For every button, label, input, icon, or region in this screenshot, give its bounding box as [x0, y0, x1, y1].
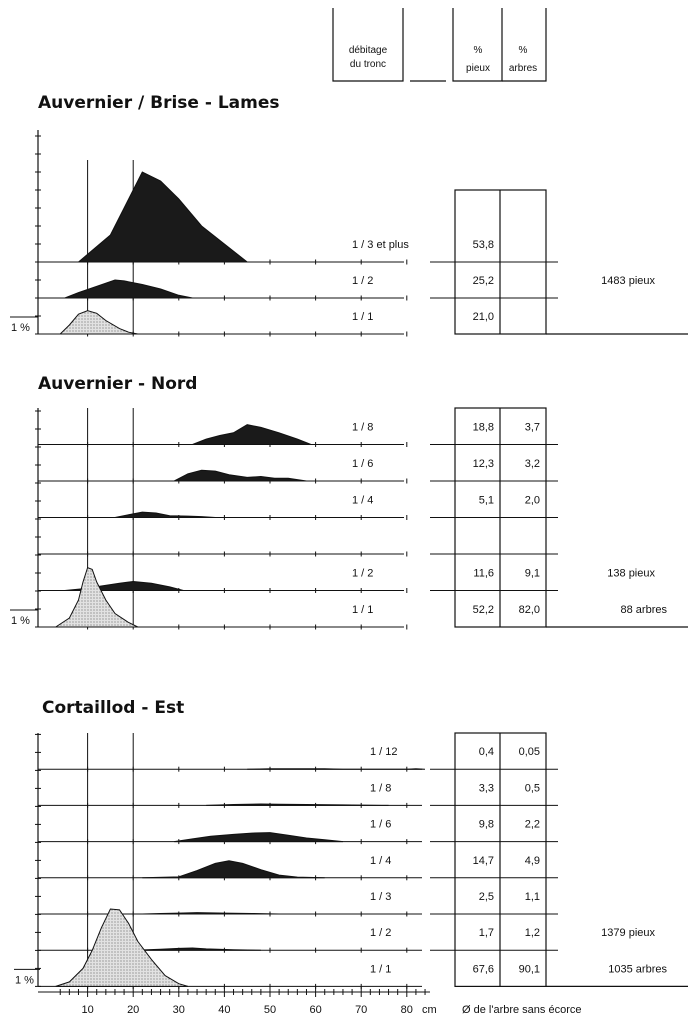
- pct-arbres: 3,7: [525, 422, 540, 434]
- pct-pieux: 21,0: [473, 311, 494, 323]
- panel-title-brise-lames: Auvernier / Brise - Lames: [38, 93, 280, 113]
- row-label: 1 / 6: [352, 458, 373, 470]
- x-tick-label: 60: [309, 1004, 321, 1016]
- distribution-curve: [133, 947, 261, 951]
- x-tick-label: 80: [401, 1004, 413, 1016]
- pct-arbres: 4,9: [525, 855, 540, 867]
- scale-label: 1 %: [15, 974, 34, 986]
- header-col1-line1: débitage: [349, 45, 388, 56]
- pct-pieux: 53,8: [473, 239, 494, 251]
- pct-arbres: 2,0: [525, 495, 540, 507]
- distribution-curve: [174, 832, 344, 843]
- distribution-curve: [247, 768, 426, 770]
- x-axis-unit: cm: [422, 1004, 437, 1016]
- row-label: 1 / 4: [352, 495, 373, 507]
- scale-label: 1 %: [11, 615, 30, 627]
- pct-arbres: 0,05: [519, 746, 540, 758]
- distribution-curve: [64, 279, 193, 299]
- row-label: 1 / 3 et plus: [352, 239, 409, 251]
- row-label: 1 / 3: [370, 891, 391, 903]
- distribution-curve: [58, 310, 138, 335]
- count-pieux: 1379 pieux: [601, 927, 655, 939]
- row-label: 1 / 6: [370, 819, 391, 831]
- pct-pieux: 5,1: [479, 495, 494, 507]
- pct-pieux: 18,8: [473, 422, 494, 434]
- pct-arbres: 90,1: [519, 963, 540, 975]
- x-tick-label: 40: [218, 1004, 230, 1016]
- row-label: 1 / 2: [352, 568, 373, 580]
- column-headers: [332, 8, 547, 82]
- panel-title-cortaillod-est: Cortaillod - Est: [42, 698, 184, 718]
- pct-arbres: 9,1: [525, 568, 540, 580]
- pct-pieux: 1,7: [479, 927, 494, 939]
- pct-arbres: 82,0: [519, 604, 540, 616]
- row-label: 1 / 12: [370, 746, 398, 758]
- pct-arbres: 1,2: [525, 927, 540, 939]
- row-label: 1 / 1: [370, 963, 391, 975]
- row-label: 1 / 1: [352, 311, 373, 323]
- distribution-curve: [142, 860, 325, 879]
- scale-label: 1 %: [11, 322, 30, 334]
- row-label: 1 / 4: [370, 855, 391, 867]
- pct-arbres: 3,2: [525, 458, 540, 470]
- pct-pieux: 3,3: [479, 782, 494, 794]
- x-tick-label: 50: [264, 1004, 276, 1016]
- distribution-curve: [173, 469, 307, 482]
- pct-pieux: 52,2: [473, 604, 494, 616]
- pct-pieux: 2,5: [479, 891, 494, 903]
- panel-2: 1 % 1 / 12 1 / 8 1 / 6 1 / 4 1 / 3 1 / 2 1 / 1 0…: [14, 732, 688, 989]
- x-tick-label: 20: [127, 1004, 139, 1016]
- distribution-curve: [142, 912, 280, 915]
- distribution-curve: [54, 566, 139, 628]
- pct-pieux: 11,6: [473, 568, 494, 580]
- distribution-curve: [114, 511, 216, 518]
- row-label: 1 / 8: [370, 782, 391, 794]
- header-col3-line2: arbres: [509, 63, 537, 74]
- pct-pieux: 25,2: [473, 275, 494, 287]
- count-arbres: 1035 arbres: [608, 963, 667, 975]
- pct-pieux: 67,6: [473, 963, 494, 975]
- pct-arbres: 1,1: [525, 891, 540, 903]
- x-tick-label: 10: [81, 1004, 93, 1016]
- panel-0: 1 % 1 / 3 et plus 1 / 2 1 / 1 53,8 25,2 21,0 14…: [10, 130, 688, 337]
- distribution-curve: [55, 908, 189, 987]
- header-col2-line2: pieux: [466, 63, 490, 74]
- distribution-curve: [206, 803, 389, 806]
- panel-title-auvernier-nord: Auvernier - Nord: [38, 374, 197, 394]
- pct-arbres: 0,5: [525, 782, 540, 794]
- pct-pieux: 12,3: [473, 458, 494, 470]
- pct-arbres: 2,2: [525, 819, 540, 831]
- row-label: 1 / 1: [352, 604, 373, 616]
- row-label: 1 / 8: [352, 422, 373, 434]
- x-tick-label: 70: [355, 1004, 367, 1016]
- header-col2-line1: %: [474, 45, 483, 56]
- panels: 1 % 1 / 3 et plus 1 / 2 1 / 1 53,8 25,2 21,0 14…: [10, 130, 688, 989]
- x-axis: 10 20 30 40 50 60 70 80: [38, 987, 430, 1016]
- pct-pieux: 14,7: [473, 855, 494, 867]
- count-arbres: 88 arbres: [621, 604, 668, 616]
- header-col1-line2: du tronc: [350, 59, 386, 70]
- panel-1: 1 % 1 / 8 1 / 6 1 / 4 1 / 2 1 / 1 18,8 3,7 12,3 3…: [10, 407, 688, 630]
- row-label: 1 / 2: [370, 927, 391, 939]
- distribution-curve: [192, 424, 312, 445]
- count-pieux: 138 pieux: [607, 568, 655, 580]
- x-tick-label: 30: [173, 1004, 185, 1016]
- x-axis-label: Ø de l'arbre sans écorce: [462, 1004, 582, 1016]
- pct-pieux: 0,4: [479, 746, 494, 758]
- header-col3-line1: %: [519, 45, 528, 56]
- row-label: 1 / 2: [352, 275, 373, 287]
- distribution-curve: [77, 171, 249, 263]
- pct-pieux: 9,8: [479, 819, 494, 831]
- count-pieux: 1483 pieux: [601, 275, 655, 287]
